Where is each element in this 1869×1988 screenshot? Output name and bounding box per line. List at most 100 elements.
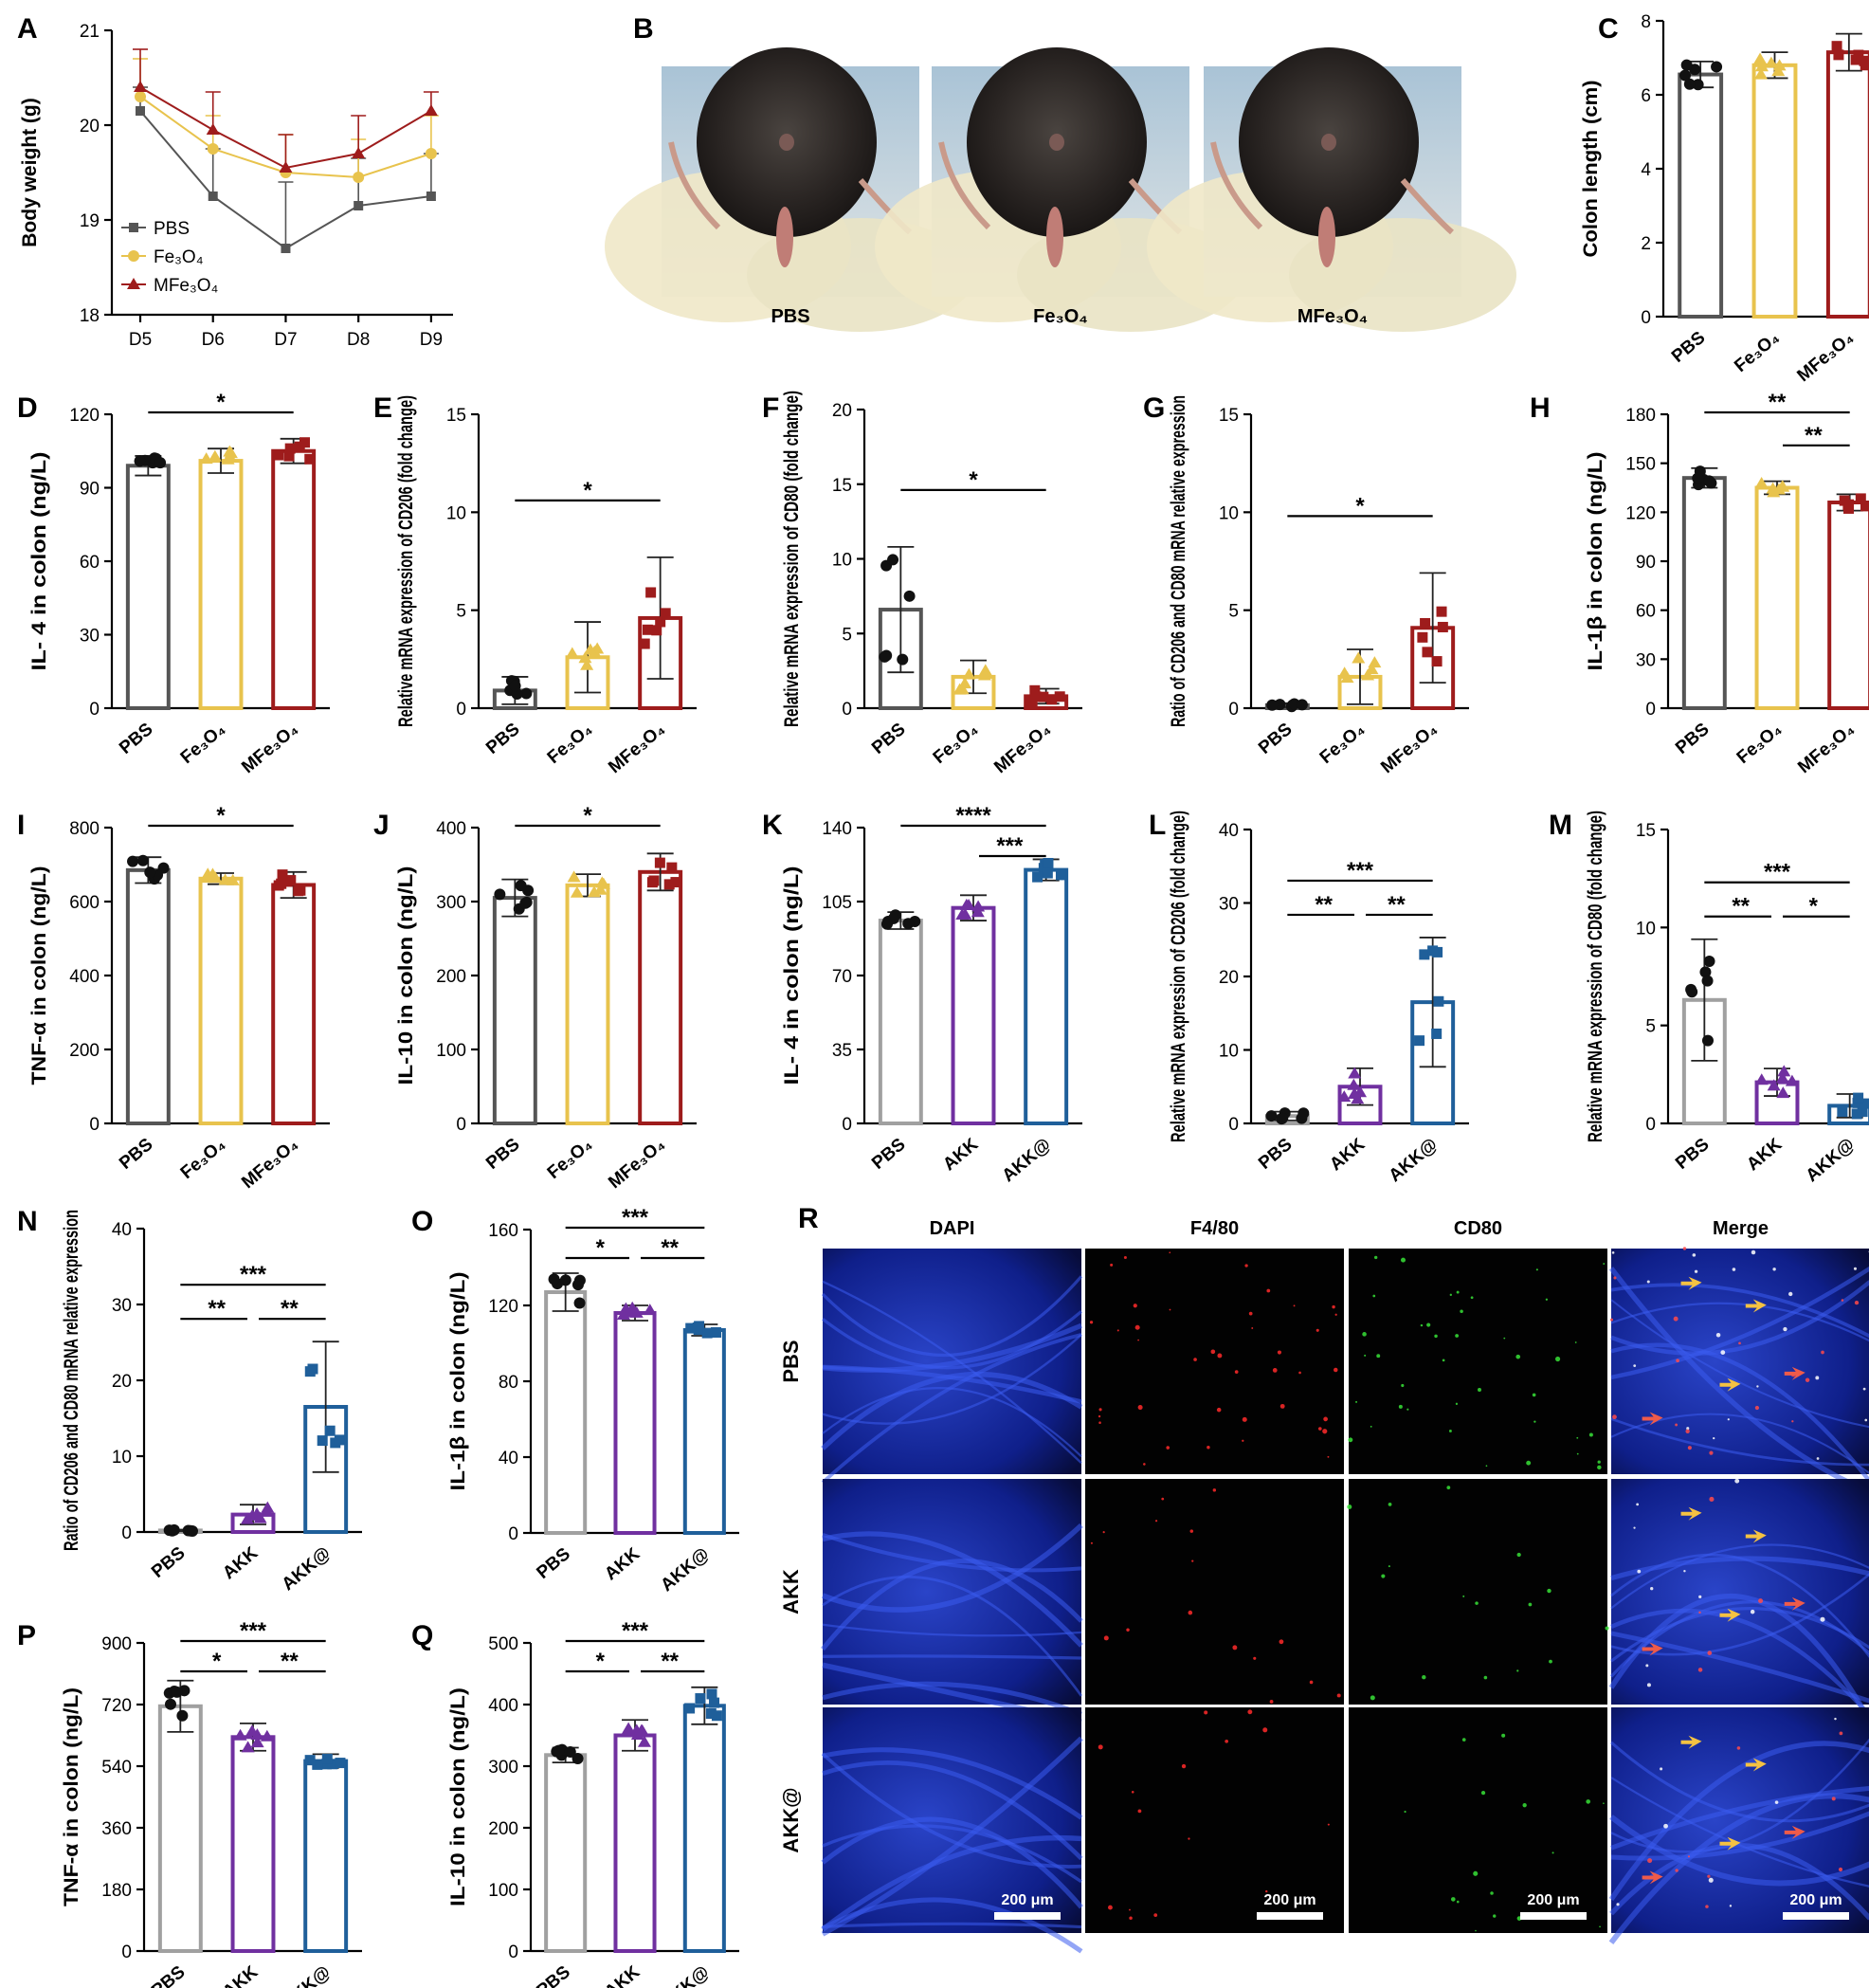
fluorescent-signal bbox=[1348, 1437, 1353, 1443]
fluorescent-signal bbox=[1225, 1739, 1229, 1743]
fluorescent-signal bbox=[1103, 1635, 1109, 1641]
y-tick-label: 30 bbox=[1636, 650, 1656, 670]
y-tick-label: 0 bbox=[1645, 700, 1656, 720]
fluorescent-signal bbox=[1535, 1268, 1538, 1271]
if-image-tile: 200 μm bbox=[1085, 1707, 1344, 1933]
fluorescent-signal bbox=[1143, 1463, 1146, 1466]
data-point bbox=[573, 1297, 586, 1309]
data-point bbox=[1853, 1092, 1864, 1103]
y-tick-label: 20 bbox=[80, 117, 100, 137]
fluorescent-signal bbox=[1605, 1626, 1609, 1631]
fluorescent-signal bbox=[1650, 1587, 1654, 1591]
significance-label: * bbox=[596, 1235, 606, 1261]
fluorescent-signal bbox=[1217, 1353, 1223, 1359]
y-tick-label: 200 bbox=[488, 1819, 518, 1839]
data-point bbox=[1699, 966, 1712, 978]
bar bbox=[544, 1753, 588, 1954]
significance-label: *** bbox=[240, 1262, 267, 1287]
x-tick-label: D8 bbox=[347, 330, 370, 350]
bar bbox=[1754, 1080, 1800, 1125]
fluorescent-signal bbox=[1462, 1595, 1465, 1597]
data-point bbox=[880, 918, 893, 930]
tissue-texture bbox=[821, 1559, 1083, 1651]
data-point bbox=[1860, 501, 1869, 512]
data-point bbox=[1365, 663, 1379, 675]
fluorescent-signal bbox=[1750, 1609, 1755, 1614]
if-image-tile: 200 μm bbox=[1608, 1707, 1869, 1945]
immunofluorescence-panel-r: R DAPI F4/80 CD80 Merge PBS AKK AKK@ 200 μm 200 μ… bbox=[779, 1203, 1869, 1954]
tile-background bbox=[1085, 1479, 1344, 1705]
fluorescent-signal bbox=[1455, 1402, 1459, 1405]
tile-background bbox=[823, 1479, 1081, 1705]
data-point bbox=[1296, 699, 1308, 711]
data-point bbox=[971, 905, 985, 918]
fluorescent-signal bbox=[1108, 1905, 1113, 1910]
bar bbox=[271, 883, 317, 1126]
bar bbox=[1681, 476, 1727, 710]
fluorescent-signal bbox=[1738, 1341, 1741, 1345]
fluorescent-signal bbox=[1528, 1602, 1533, 1607]
y-tick-label: 5 bbox=[1228, 602, 1239, 622]
panel-letter: I bbox=[17, 810, 25, 841]
fluorescent-signal bbox=[1633, 1364, 1637, 1368]
tile-background bbox=[1611, 1249, 1869, 1474]
fluorescent-signal bbox=[1166, 1446, 1170, 1450]
fluorescent-signal bbox=[1549, 1659, 1552, 1664]
x-tick-label: PBS bbox=[1672, 1135, 1713, 1174]
x-tick-label: AKK@ bbox=[657, 1544, 713, 1596]
significance-label: ** bbox=[1732, 894, 1750, 920]
data-point bbox=[354, 201, 364, 210]
data-point bbox=[253, 1511, 267, 1523]
fluorescent-signal bbox=[1347, 1504, 1352, 1510]
fluorescent-signal bbox=[1574, 1341, 1577, 1343]
y-tick-label: 20 bbox=[112, 1372, 132, 1392]
data-point bbox=[276, 878, 287, 889]
fluorescent-signal bbox=[1705, 1905, 1709, 1908]
data-point bbox=[281, 244, 291, 253]
data-point bbox=[334, 1434, 345, 1446]
y-tick-label: 90 bbox=[80, 480, 100, 500]
fluorescent-signal bbox=[1189, 1529, 1194, 1533]
significance-label: ** bbox=[661, 1235, 679, 1261]
tile-background bbox=[1349, 1707, 1607, 1933]
data-point bbox=[1054, 691, 1065, 702]
panel-letter: O bbox=[411, 1206, 433, 1237]
legend: PBS Fe₃O₄ MFe₃O₄ bbox=[121, 219, 219, 296]
tissue-texture bbox=[1610, 1417, 1869, 1467]
fluorescent-signal bbox=[1253, 1656, 1257, 1660]
data-point bbox=[1842, 500, 1854, 511]
arrow-icon bbox=[1784, 1366, 1805, 1380]
data-point bbox=[666, 862, 678, 873]
fluorescent-signal bbox=[1242, 1439, 1244, 1442]
fluorescent-signal bbox=[1210, 1349, 1216, 1355]
fluorescent-signal bbox=[1490, 1891, 1494, 1895]
x-tick-label: AKK bbox=[601, 1544, 644, 1585]
panel-letter: C bbox=[1598, 13, 1619, 45]
panel-letter: Q bbox=[411, 1620, 433, 1651]
fluorescent-signal bbox=[1636, 1503, 1640, 1506]
tissue-texture bbox=[1610, 1266, 1869, 1380]
significance-label: *** bbox=[622, 1618, 649, 1644]
y-tick-label: 105 bbox=[822, 893, 852, 913]
fluorescent-signal bbox=[1406, 1408, 1409, 1411]
significance-label: ** bbox=[208, 1296, 226, 1322]
fluorescent-signal bbox=[1683, 1570, 1686, 1573]
fluorescent-signal bbox=[1188, 1610, 1193, 1615]
y-tick-label: 40 bbox=[1219, 821, 1239, 841]
fluorescent-signal bbox=[1515, 1354, 1521, 1359]
data-point bbox=[1414, 1035, 1425, 1047]
data-point bbox=[1831, 41, 1842, 52]
data-point bbox=[424, 104, 438, 116]
data-point bbox=[321, 1753, 333, 1764]
fluorescent-signal bbox=[1576, 1452, 1579, 1455]
y-tick-label: 60 bbox=[80, 553, 100, 573]
y-tick-label: 35 bbox=[832, 1041, 852, 1061]
y-axis-label: IL-1β in colon (ng/L) bbox=[1585, 452, 1606, 671]
data-point bbox=[977, 668, 991, 681]
fluorescent-signal bbox=[1449, 1293, 1452, 1297]
significance-label: *** bbox=[996, 833, 1024, 859]
x-tick-label: PBS bbox=[868, 1135, 909, 1174]
arrow-icon bbox=[1719, 1836, 1741, 1851]
fluorescent-signal bbox=[1269, 1700, 1274, 1704]
tile-background bbox=[1349, 1479, 1607, 1705]
